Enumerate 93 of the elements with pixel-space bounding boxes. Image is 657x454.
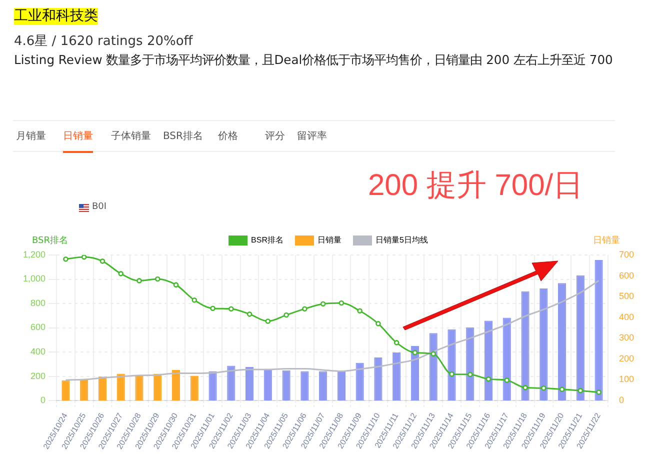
bar [319,371,328,401]
bar [282,370,290,401]
y-tick-label: 600 [30,322,46,332]
legend-label: 日销量 [318,236,342,245]
y2-tick-label: 100 [618,374,634,384]
point [394,340,400,346]
point [540,386,546,391]
point [63,256,68,262]
bar [356,362,364,401]
point [596,390,602,395]
bar [558,283,566,401]
point [81,255,87,260]
text: Listing Review 数量多于市场平均评价数量，且Deal价格低于市场平均售价，日销量由 200 左右上升至近 700 [14,52,614,69]
chart-subtitle: 4.6星 / 1620 ratings 20%off [14,33,193,50]
text: 价格 [218,130,238,143]
text: B0I [92,202,107,212]
bar [135,374,144,401]
bar [466,327,474,401]
bar [154,374,162,401]
text: 月销量 [16,130,46,143]
bar [521,291,530,401]
bar [484,320,493,401]
y2-tick-label: 200 [618,353,634,364]
chart-title: 工业和科技类 [14,8,98,25]
bar [245,367,254,401]
line-series [64,280,600,381]
y2-tick-label: 700 [618,249,634,260]
bar [429,333,438,401]
point [559,386,565,392]
point [320,301,326,307]
y-axis-title: BSR排名 [32,234,68,246]
text: 评分 [265,130,285,143]
text: BSR排名 [163,130,203,143]
bar [227,366,236,401]
bar [594,260,603,401]
point [210,306,216,312]
y2-tick-label: 400 [618,312,634,322]
text: 200 提升 700/日 [368,168,584,204]
bar [502,318,511,401]
bar [264,370,272,401]
bar [190,376,198,401]
point [522,385,528,390]
text: 留评率 [297,130,327,143]
point [118,271,124,276]
point [430,351,436,356]
bar [337,370,346,401]
bar [116,374,125,401]
y2-axis-title: 日销量 [593,234,620,246]
bar [576,275,584,401]
point [136,278,142,284]
y-tick-label: 400 [30,346,46,356]
point [100,258,106,264]
point [246,312,252,317]
text: 子体销量 [111,130,151,143]
point [357,308,362,314]
point [376,320,381,326]
bar [392,352,401,401]
point [302,306,308,312]
y2-tick-label: 0 [618,395,624,406]
y2-tick-label: 300 [618,332,634,343]
text: 日销量 [63,129,93,153]
legend-label: 日销量5日均线 [376,236,428,245]
y2-tick-label: 600 [618,270,634,280]
point [486,376,492,382]
point [504,378,510,383]
point [449,371,454,377]
point [467,372,473,378]
point [284,312,289,318]
y-tick-label: 200 [30,370,46,381]
bar [540,288,548,401]
y-tick-label: 0 [40,395,46,406]
bar [410,346,420,401]
bar [300,371,309,401]
bar [208,371,217,401]
point [192,297,198,303]
bar [80,380,88,401]
bar [98,376,107,401]
point [265,318,271,324]
y-tick-label: 1,200 [22,249,46,260]
y-tick-label: 1,000 [22,274,46,284]
point [173,282,179,288]
bar [374,357,382,401]
legend-label: BSR排名 [251,236,284,245]
point [228,306,234,312]
bar [448,329,456,401]
y-tick-label: 800 [30,298,46,308]
point [412,350,418,356]
point [338,300,344,306]
y2-tick-label: 500 [618,291,634,302]
point [154,276,160,282]
point [578,388,584,394]
bar [62,380,70,401]
bar [172,370,180,401]
